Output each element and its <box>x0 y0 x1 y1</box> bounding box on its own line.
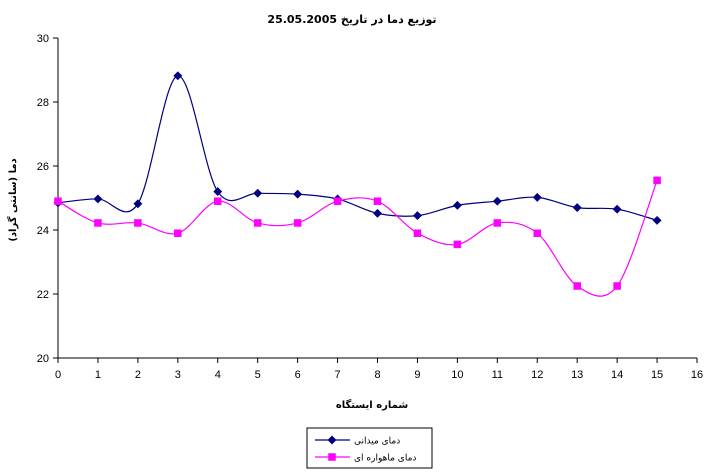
y-tick-label: 24 <box>37 225 49 237</box>
y-tick-label: 20 <box>37 353 49 365</box>
data-point-series-2 <box>293 219 302 227</box>
y-tick-label: 28 <box>37 97 49 109</box>
x-tick-label: 13 <box>571 369 583 381</box>
data-point-series-2 <box>653 176 661 185</box>
x-tick-label: 7 <box>335 369 341 381</box>
data-point-series-2 <box>94 219 102 227</box>
chart-title: توزیع دما در تاریخ 25.05.2005 <box>267 13 436 26</box>
x-tick-label: 2 <box>135 369 141 381</box>
x-tick-label: 6 <box>295 369 301 381</box>
data-point-series-1 <box>173 71 183 81</box>
x-tick-label: 10 <box>451 369 463 381</box>
x-tick-label: 11 <box>492 369 503 381</box>
x-tick-label: 12 <box>531 369 543 381</box>
data-point-series-2 <box>413 229 422 237</box>
x-tick-label: 1 <box>95 369 101 381</box>
y-tick-label: 30 <box>37 33 49 45</box>
data-point-series-2 <box>453 240 462 249</box>
data-point-series-1 <box>93 194 103 204</box>
x-tick-label: 0 <box>55 369 61 381</box>
x-tick-label: 5 <box>255 369 261 381</box>
legend-box <box>306 427 433 469</box>
data-point-series-1 <box>452 200 462 210</box>
data-point-series-1 <box>492 196 502 206</box>
x-axis-label: شماره ایستگاه <box>336 398 409 411</box>
data-point-series-2 <box>573 282 581 290</box>
data-point-series-1 <box>532 192 542 202</box>
data-point-series-1 <box>412 211 422 221</box>
data-point-series-1 <box>253 188 263 198</box>
legend-label-1: دمای میدانی <box>354 437 400 447</box>
legend-label-2: دمای ماهواره ای <box>354 454 416 464</box>
data-point-series-2 <box>54 197 62 205</box>
y-tick-label: 22 <box>37 289 49 301</box>
x-tick-label: 15 <box>651 369 663 381</box>
x-tick-label: 8 <box>374 369 380 381</box>
data-point-series-1 <box>133 199 143 209</box>
x-tick-label: 9 <box>414 369 420 381</box>
y-axis-label: دما (سانتی گراد) <box>6 158 19 241</box>
data-point-series-1 <box>572 203 582 213</box>
legend-items: دمای میدانی دمای ماهواره ای <box>315 435 416 464</box>
data-point-series-1 <box>213 187 223 197</box>
data-point-series-2 <box>214 197 222 205</box>
x-tick-label: 4 <box>215 369 221 381</box>
series-line-1 <box>57 75 658 221</box>
data-point-series-2 <box>493 219 502 227</box>
series-line-2 <box>57 180 658 297</box>
x-tick-label: 14 <box>611 369 623 381</box>
data-point-series-2 <box>134 219 142 227</box>
data-point-series-1 <box>372 208 383 218</box>
y-tick-label: 26 <box>37 161 49 173</box>
data-point-series-2 <box>533 229 541 237</box>
data-point-series-2 <box>174 229 182 237</box>
data-point-series-2 <box>613 282 621 290</box>
data-point-series-2 <box>333 197 342 205</box>
data-point-series-1 <box>652 215 662 225</box>
data-point-series-1 <box>612 204 622 214</box>
x-tick-label: 16 <box>691 369 703 381</box>
data-point-series-2 <box>373 197 382 205</box>
data-point-series-1 <box>293 189 303 199</box>
data-point-series-2 <box>253 219 262 227</box>
legend-marker-1 <box>327 435 337 445</box>
x-tick-label: 3 <box>175 369 181 381</box>
legend: دمای میدانی دمای ماهواره ای <box>306 427 433 469</box>
legend-marker-2 <box>328 453 336 461</box>
